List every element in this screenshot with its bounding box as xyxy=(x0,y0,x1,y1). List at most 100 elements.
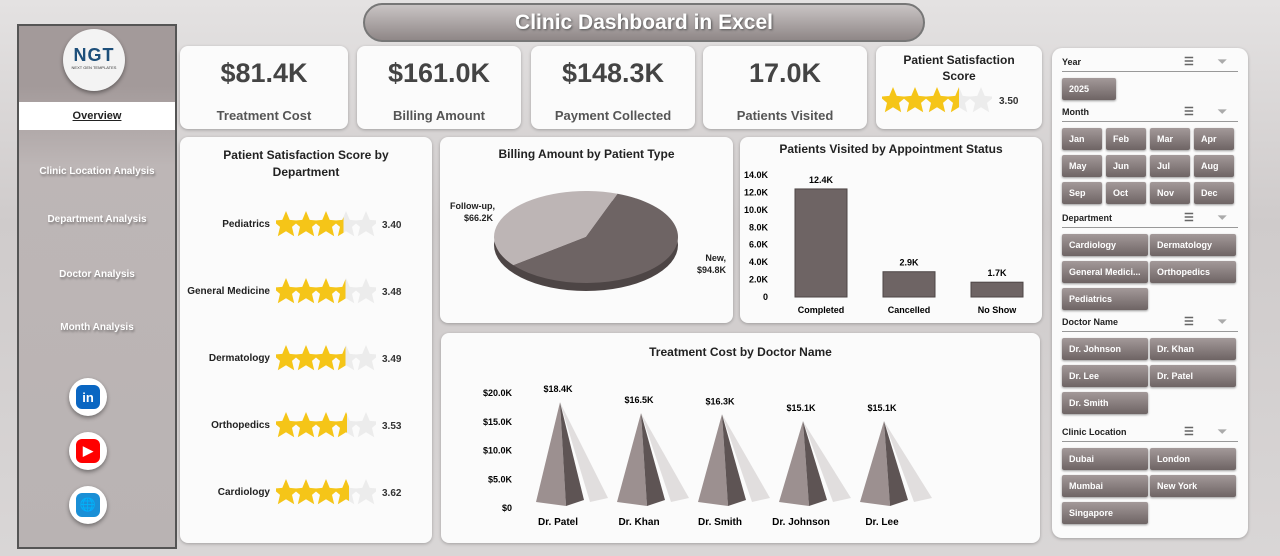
data-label: 3.53 xyxy=(382,421,402,432)
multi-select-icon[interactable]: ☰ xyxy=(1184,56,1194,68)
slicer-button[interactable]: Feb xyxy=(1106,128,1146,150)
multi-select-icon[interactable]: ☰ xyxy=(1184,426,1194,438)
star-rating xyxy=(879,86,995,119)
y-tick-label: $15.0K xyxy=(483,417,513,427)
bar xyxy=(794,188,848,298)
clear-filter-icon[interactable]: ⏷ xyxy=(1218,316,1227,328)
pyramid-side xyxy=(560,402,584,506)
chart-patients-by-status: Patients Visited by Appointment Status 0… xyxy=(740,137,1042,323)
slicer-header: Department ☰ ⏷ xyxy=(1062,212,1238,228)
data-label: 3.49 xyxy=(382,354,402,365)
bar xyxy=(882,271,936,298)
data-label: 2.9K xyxy=(899,258,919,268)
clear-filter-icon[interactable]: ⏷ xyxy=(1218,212,1227,224)
star-icon xyxy=(879,87,907,113)
category-label: Pediatrics xyxy=(222,219,270,230)
kpi-value: 17.0K xyxy=(748,58,822,88)
pyramid-shadow xyxy=(641,413,689,502)
slicer-button[interactable]: Dr. Khan xyxy=(1150,338,1236,360)
clear-filter-icon[interactable]: ⏷ xyxy=(1218,426,1227,438)
x-tick-label: Dr. Khan xyxy=(618,517,659,528)
slicer-header: Doctor Name ☰ ⏷ xyxy=(1062,316,1238,332)
slicer-button[interactable]: New York xyxy=(1150,475,1236,497)
data-label: 1.7K xyxy=(987,268,1007,278)
slicer-button[interactable]: Mumbai xyxy=(1062,475,1148,497)
pyramid-side xyxy=(803,421,827,506)
data-label: $66.2K xyxy=(464,213,494,223)
slicer-button[interactable]: Dr. Lee xyxy=(1062,365,1148,387)
star-icon xyxy=(292,479,320,505)
y-tick-label: 6.0K xyxy=(749,240,769,250)
slicer-button[interactable]: London xyxy=(1150,448,1236,470)
y-tick-label: 2.0K xyxy=(749,275,769,285)
star-icon xyxy=(923,87,951,113)
kpi-value: $81.4K xyxy=(220,58,308,88)
slicer-button[interactable]: Jul xyxy=(1150,155,1190,177)
star-icon xyxy=(292,412,320,438)
kpi-card: $161.0K Billing Amount xyxy=(357,46,521,129)
slicer-button[interactable]: May xyxy=(1062,155,1102,177)
slicer-button[interactable]: Dr. Johnson xyxy=(1062,338,1148,360)
nav-overview[interactable]: Overview xyxy=(19,102,175,130)
nav-clinic-location-analysis[interactable]: Clinic Location Analysis xyxy=(39,166,155,177)
slicer-button[interactable]: Oct xyxy=(1106,182,1146,204)
star-icon xyxy=(901,87,929,113)
star-rating-bar xyxy=(272,277,380,310)
data-label: 3.48 xyxy=(382,287,402,298)
slicer-button[interactable]: Dec xyxy=(1194,182,1234,204)
y-tick-label: $5.0K xyxy=(488,474,513,484)
slicer-title: Clinic Location xyxy=(1062,427,1127,437)
chart-title: Patient Satisfaction Score by Department xyxy=(223,148,389,179)
nav-department-analysis[interactable]: Department Analysis xyxy=(47,214,147,225)
nav-month-analysis[interactable]: Month Analysis xyxy=(60,322,134,333)
star-icon xyxy=(272,278,300,304)
nav-doctor-analysis[interactable]: Doctor Analysis xyxy=(59,269,135,280)
star-icon xyxy=(292,345,320,371)
star-icon xyxy=(312,412,340,438)
slicer-button[interactable]: Aug xyxy=(1194,155,1234,177)
star-icon xyxy=(272,479,300,505)
y-tick-label: $10.0K xyxy=(483,446,513,456)
pyramid-bar xyxy=(698,414,728,506)
slicer-button[interactable]: Dubai xyxy=(1062,448,1148,470)
slicer-button[interactable]: General Medici... xyxy=(1062,261,1148,283)
clear-filter-icon[interactable]: ⏷ xyxy=(1218,56,1227,68)
slicer-button[interactable]: Jan xyxy=(1062,128,1102,150)
star-icon xyxy=(945,87,973,113)
slicer-button[interactable]: Singapore xyxy=(1062,502,1148,524)
slicer-button[interactable]: Orthopedics xyxy=(1150,261,1236,283)
star-icon xyxy=(967,87,995,113)
slicer-button[interactable]: Jun xyxy=(1106,155,1146,177)
slicer-button[interactable]: Dr. Patel xyxy=(1150,365,1236,387)
kpi-card: $81.4K Treatment Cost xyxy=(180,46,348,129)
slicer-header: Clinic Location ☰ ⏷ xyxy=(1062,426,1238,442)
youtube-button[interactable]: ▶ xyxy=(69,432,107,470)
data-label: $16.3K xyxy=(705,396,735,406)
star-icon xyxy=(312,479,340,505)
kpi-card: 17.0K Patients Visited xyxy=(703,46,867,129)
slicer-button[interactable]: Cardiology xyxy=(1062,234,1148,256)
slicer-button[interactable]: Nov xyxy=(1150,182,1190,204)
globe-button[interactable]: 🌐 xyxy=(69,486,107,524)
x-tick-label: Dr. Lee xyxy=(865,517,899,528)
linkedin-button[interactable]: in xyxy=(69,378,107,416)
star-icon xyxy=(332,278,360,304)
data-label: Follow-up, xyxy=(450,201,495,211)
x-tick-label: Dr. Patel xyxy=(538,517,578,528)
slicer-button[interactable]: Dr. Smith xyxy=(1062,392,1148,414)
slicer-button[interactable]: Apr xyxy=(1194,128,1234,150)
slicer-button[interactable]: Sep xyxy=(1062,182,1102,204)
slicer-button[interactable]: Mar xyxy=(1150,128,1190,150)
slicer-title: Year xyxy=(1062,57,1082,67)
multi-select-icon[interactable]: ☰ xyxy=(1184,106,1194,118)
slicer-button[interactable]: 2025 xyxy=(1062,78,1116,100)
slicer-button[interactable]: Pediatrics xyxy=(1062,288,1148,310)
pyramid-bar xyxy=(779,421,809,506)
category-label: General Medicine xyxy=(187,286,270,297)
multi-select-icon[interactable]: ☰ xyxy=(1184,316,1194,328)
kpi-label: Patient Satisfaction Score xyxy=(903,53,1015,83)
slicer-panel: Year ☰ ⏷ 2025 Month ☰ ⏷ Jan Feb Mar Apr May Jun Jul Au… xyxy=(1052,48,1248,538)
clear-filter-icon[interactable]: ⏷ xyxy=(1218,106,1227,118)
slicer-button[interactable]: Dermatology xyxy=(1150,234,1236,256)
multi-select-icon[interactable]: ☰ xyxy=(1184,212,1194,224)
